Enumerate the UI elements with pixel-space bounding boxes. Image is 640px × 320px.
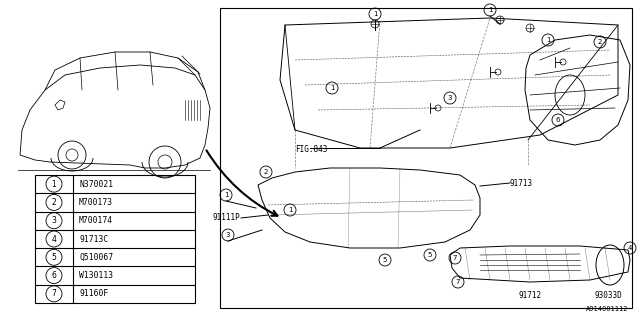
Text: W130113: W130113 (79, 271, 113, 280)
Text: 3: 3 (226, 232, 230, 238)
Text: 3: 3 (52, 216, 56, 225)
Text: 93033D: 93033D (594, 291, 622, 300)
Text: Q510067: Q510067 (79, 253, 113, 262)
Text: 3: 3 (448, 95, 452, 101)
Text: 1: 1 (224, 192, 228, 198)
Text: 91160F: 91160F (79, 289, 108, 298)
Text: 1: 1 (488, 7, 492, 13)
Text: 5: 5 (52, 253, 56, 262)
Text: A914001112: A914001112 (586, 306, 628, 312)
Text: 1: 1 (546, 37, 550, 43)
Bar (35, 175, 195, 303)
Bar (220, 8, 632, 308)
Text: 91713: 91713 (510, 179, 533, 188)
Text: 2: 2 (52, 198, 56, 207)
Text: 2: 2 (598, 39, 602, 45)
Text: 4: 4 (52, 235, 56, 244)
Text: 1: 1 (52, 180, 56, 189)
Text: N370021: N370021 (79, 180, 113, 189)
Text: 7: 7 (456, 279, 460, 285)
Text: M700174: M700174 (79, 216, 113, 225)
Text: 1: 1 (372, 11, 377, 17)
Text: 91713C: 91713C (79, 235, 108, 244)
Text: 7: 7 (52, 289, 56, 298)
Text: M700173: M700173 (79, 198, 113, 207)
Text: 5: 5 (428, 252, 432, 258)
Text: 91111P: 91111P (212, 213, 240, 222)
Text: 1: 1 (330, 85, 334, 91)
Text: 2: 2 (264, 169, 268, 175)
Text: 91712: 91712 (518, 291, 541, 300)
Text: 7: 7 (452, 255, 457, 261)
Text: 5: 5 (383, 257, 387, 263)
Text: 4: 4 (628, 245, 632, 251)
Text: FIG.843: FIG.843 (295, 145, 328, 154)
Text: 1: 1 (288, 207, 292, 213)
Text: 6: 6 (556, 117, 560, 123)
Text: 6: 6 (52, 271, 56, 280)
